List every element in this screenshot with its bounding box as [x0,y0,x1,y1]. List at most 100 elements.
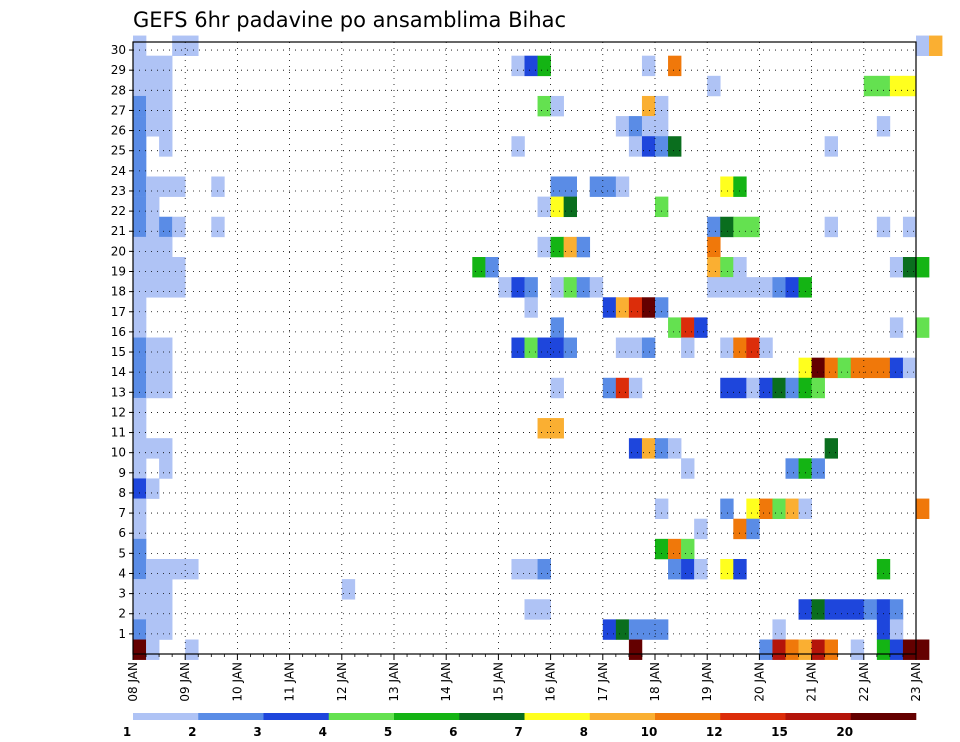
y-tick-label: 3 [118,587,126,601]
heatmap-cell [133,619,147,640]
heatmap-cell [759,498,773,520]
heatmap-cell [628,438,643,459]
y-tick-label: 10 [111,446,126,460]
heatmap-cell [668,438,682,459]
y-tick-label: 12 [111,405,126,419]
heatmap-cell [889,599,904,620]
heatmap-cell [889,257,904,278]
heatmap-cell [668,538,682,560]
y-tick-label: 27 [111,103,126,117]
heatmap-cell [602,377,617,399]
heatmap-cell [746,377,760,399]
y-tick-label: 8 [118,486,126,500]
heatmap-cell [772,639,786,660]
x-tick-label: 22 JAN [857,662,871,702]
heatmap-cell [824,136,838,157]
legend-swatch [133,713,199,720]
legend-swatch [198,713,264,720]
heatmap-cell [798,377,812,399]
legend-label: 8 [580,725,588,739]
x-tick-label: 20 JAN [752,662,766,702]
heatmap-cell [146,377,173,399]
y-tick-label: 15 [111,345,126,359]
heatmap-cell [811,357,825,379]
legend-swatch [328,713,395,720]
heatmap-cell [798,458,812,479]
heatmap-cell [146,196,160,218]
heatmap-cell [615,176,630,197]
x-tick-label: 11 JAN [283,662,297,702]
grid-lines [133,42,916,654]
heatmap-cell [916,35,930,56]
y-tick-label: 7 [118,506,126,520]
heatmap-cell [602,297,617,318]
heatmap-cell [772,377,786,399]
heatmap-cell [720,498,734,520]
heatmap-cell [707,236,721,258]
heatmap-cell [720,558,734,580]
heatmap-cell [720,257,734,278]
legend-label: 20 [836,725,853,739]
x-tick-label: 10 JAN [230,662,244,702]
heatmap-cell [720,176,734,197]
heatmap-cell [133,55,173,77]
heatmap-cell [133,216,147,238]
heatmap-cell [798,277,812,298]
heatmap-cell [707,75,721,97]
heatmap-cell [563,196,577,218]
heatmap-cell [537,95,551,117]
heatmap-cell [498,277,512,298]
legend-label: 12 [706,725,723,739]
heatmap-cell [902,257,917,278]
legend-swatch [394,713,460,720]
heatmap-cell [133,317,147,338]
heatmap-cell [133,136,147,157]
y-tick-label: 29 [111,63,126,77]
heatmap-cell [576,236,591,258]
y-axis: 1234567891011121314151617181920212223242… [111,43,133,641]
heatmap-cell [863,357,891,379]
y-tick-label: 5 [118,546,126,560]
heatmap-cell [615,619,630,640]
legend-label: 6 [449,725,457,739]
heatmap-cell [159,458,173,479]
heatmap-cell [563,277,577,298]
heatmap-cell [668,317,682,338]
heatmap-cell [916,317,930,338]
heatmap-cell [720,377,747,399]
heatmap-cell [146,619,173,640]
y-tick-label: 2 [118,607,126,621]
heatmap-cell [655,538,669,560]
heatmap-cell [876,116,891,137]
y-tick-label: 11 [111,426,126,440]
heatmap-cell [133,277,186,298]
heatmap-cell [863,75,878,97]
heatmap-cell [641,95,656,117]
x-tick-label: 17 JAN [596,662,610,702]
heatmap-cell [628,136,643,157]
heatmap-cell [485,257,499,278]
heatmap-cell [615,337,643,358]
heatmap-cell [133,478,147,499]
heatmap-cell [628,639,643,660]
heatmap-cell [655,297,669,318]
heatmap-cell [524,55,538,77]
heatmap-cell [902,357,917,379]
heatmap-cell [133,579,173,600]
x-tick-label: 08 JAN [126,662,140,702]
heatmap-cell [733,337,747,358]
heatmap-cell [159,216,173,238]
heatmap-cell [668,136,682,157]
heatmap-cell [798,498,812,520]
heatmap-cells [133,35,943,660]
heatmap-cell [785,458,799,479]
y-tick-label: 24 [111,164,126,178]
heatmap-cell [185,639,199,660]
heatmap-cell [876,619,891,640]
heatmap-cell [641,337,656,358]
heatmap-cell [133,95,147,117]
heatmap-cell [146,116,173,137]
heatmap-cell [576,277,591,298]
heatmap-cell [889,75,904,97]
heatmap-cell [746,337,760,358]
